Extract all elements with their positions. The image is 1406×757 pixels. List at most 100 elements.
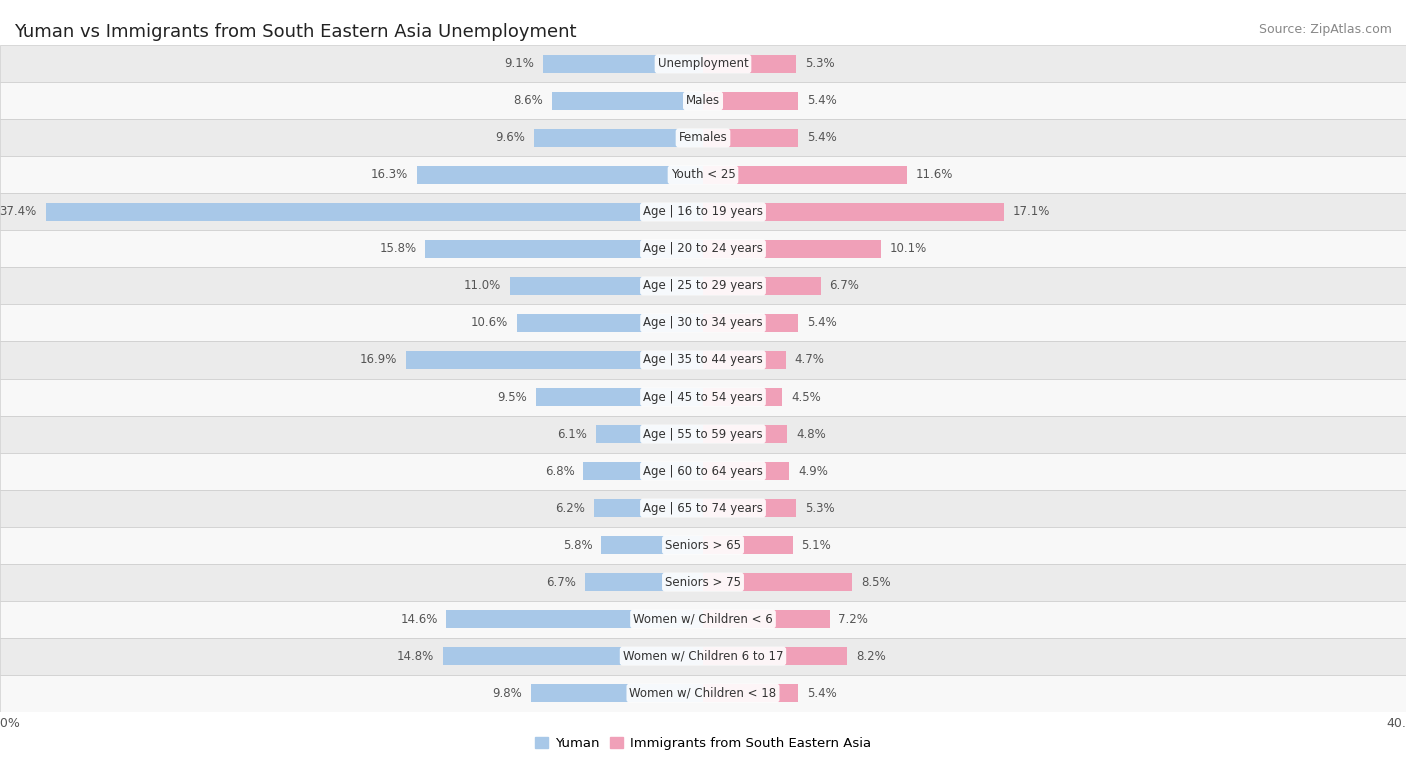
Text: 37.4%: 37.4% [0,205,37,219]
Text: 4.5%: 4.5% [790,391,821,403]
Bar [416,166,703,184]
Bar [703,536,793,554]
Text: 5.4%: 5.4% [807,687,837,699]
Text: 17.1%: 17.1% [1012,205,1050,219]
Text: 5.3%: 5.3% [804,58,835,70]
Bar [551,92,703,111]
Text: 4.9%: 4.9% [799,465,828,478]
Bar [0,563,1406,600]
Text: Women w/ Children 6 to 17: Women w/ Children 6 to 17 [623,650,783,662]
Text: Source: ZipAtlas.com: Source: ZipAtlas.com [1258,23,1392,36]
Text: Women w/ Children < 18: Women w/ Children < 18 [630,687,776,699]
Text: Age | 45 to 54 years: Age | 45 to 54 years [643,391,763,403]
Bar [0,527,1406,563]
Text: 5.4%: 5.4% [807,316,837,329]
Text: 6.2%: 6.2% [555,502,585,515]
Bar [703,388,782,407]
Text: Unemployment: Unemployment [658,58,748,70]
Text: 10.1%: 10.1% [889,242,927,255]
Bar [703,684,799,702]
Text: Age | 55 to 59 years: Age | 55 to 59 years [643,428,763,441]
Bar [0,416,1406,453]
Bar [703,350,786,369]
Bar [703,462,789,480]
Bar [443,646,703,665]
Text: 5.4%: 5.4% [807,132,837,145]
Bar [0,120,1406,157]
Bar [0,674,1406,712]
Text: Age | 60 to 64 years: Age | 60 to 64 years [643,465,763,478]
Bar [46,203,703,221]
Bar [703,313,799,332]
Text: 5.1%: 5.1% [801,538,831,552]
Bar [703,646,846,665]
Bar [0,637,1406,674]
Bar [703,425,787,444]
Bar [585,573,703,591]
Text: 10.6%: 10.6% [471,316,508,329]
Bar [703,499,796,517]
Bar [583,462,703,480]
Bar [703,55,796,73]
Bar [0,83,1406,120]
Text: 6.7%: 6.7% [830,279,859,292]
Text: 11.6%: 11.6% [915,169,953,182]
Bar [593,499,703,517]
Bar [0,45,1406,83]
Text: 16.3%: 16.3% [371,169,408,182]
Text: Age | 20 to 24 years: Age | 20 to 24 years [643,242,763,255]
Text: 14.6%: 14.6% [401,612,437,625]
Text: Age | 35 to 44 years: Age | 35 to 44 years [643,354,763,366]
Bar [531,684,703,702]
Text: 9.8%: 9.8% [492,687,522,699]
Bar [703,129,799,147]
Bar [0,194,1406,230]
Bar [534,129,703,147]
Bar [703,240,880,258]
Bar [425,240,703,258]
Bar [0,453,1406,490]
Text: 6.1%: 6.1% [557,428,588,441]
Text: Women w/ Children < 6: Women w/ Children < 6 [633,612,773,625]
Bar [0,157,1406,194]
Text: 16.9%: 16.9% [360,354,398,366]
Text: 8.5%: 8.5% [860,575,891,588]
Bar [602,536,703,554]
Text: Age | 65 to 74 years: Age | 65 to 74 years [643,502,763,515]
Bar [0,600,1406,637]
Bar [517,313,703,332]
Bar [703,573,852,591]
Text: 9.5%: 9.5% [498,391,527,403]
Bar [406,350,703,369]
Bar [447,610,703,628]
Text: 4.8%: 4.8% [796,428,825,441]
Text: Age | 16 to 19 years: Age | 16 to 19 years [643,205,763,219]
Text: Age | 25 to 29 years: Age | 25 to 29 years [643,279,763,292]
Text: 7.2%: 7.2% [838,612,868,625]
Bar [0,341,1406,378]
Text: 11.0%: 11.0% [464,279,501,292]
Text: 4.7%: 4.7% [794,354,824,366]
Text: 5.4%: 5.4% [807,95,837,107]
Text: 5.3%: 5.3% [804,502,835,515]
Text: 9.1%: 9.1% [505,58,534,70]
Text: 6.8%: 6.8% [546,465,575,478]
Bar [510,277,703,295]
Text: Yuman vs Immigrants from South Eastern Asia Unemployment: Yuman vs Immigrants from South Eastern A… [14,23,576,41]
Legend: Yuman, Immigrants from South Eastern Asia: Yuman, Immigrants from South Eastern Asi… [530,731,876,755]
Bar [596,425,703,444]
Bar [543,55,703,73]
Bar [536,388,703,407]
Text: 8.2%: 8.2% [856,650,886,662]
Text: Youth < 25: Youth < 25 [671,169,735,182]
Text: Seniors > 75: Seniors > 75 [665,575,741,588]
Text: 15.8%: 15.8% [380,242,416,255]
Text: Females: Females [679,132,727,145]
Bar [703,92,799,111]
Text: 14.8%: 14.8% [396,650,434,662]
Bar [703,166,907,184]
Bar [0,490,1406,527]
Text: 5.8%: 5.8% [562,538,592,552]
Bar [0,230,1406,267]
Text: 9.6%: 9.6% [496,132,526,145]
